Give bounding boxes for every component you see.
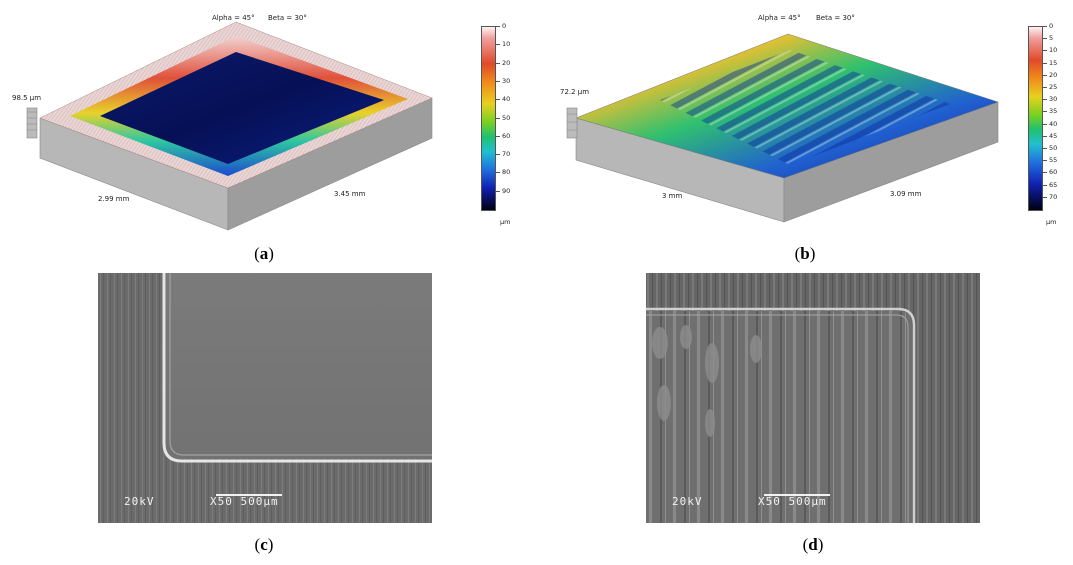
colorbar-tick-mark xyxy=(496,80,500,82)
colorbar-a-unit: µm xyxy=(500,218,511,226)
colorbar-tick-label: 0 xyxy=(1049,22,1054,30)
colorbar-tick-mark xyxy=(1043,184,1047,186)
caption-b: (b) xyxy=(794,244,816,263)
colorbar-tick-label: 90 xyxy=(502,186,511,195)
colorbar-tick-label: 55 xyxy=(1049,156,1058,165)
colorbar-tick-label: 70 xyxy=(502,150,511,159)
colorbar-tick-label: 35 xyxy=(1049,107,1058,116)
colorbar-tick-label: 20 xyxy=(502,58,511,67)
surface-plot-a xyxy=(26,21,433,231)
view-alpha-label: Alpha = 45° xyxy=(758,14,801,22)
panel-b-surface-profile: Alpha = 45° Beta = 30° 72.2 µm xyxy=(540,0,1073,240)
colorbar-tick-label: 70 xyxy=(1049,192,1058,201)
view-beta-label: Beta = 30° xyxy=(268,14,307,22)
colorbar-tick-mark xyxy=(1043,160,1047,162)
colorbar-tick-label: 50 xyxy=(502,113,511,122)
panel-a-surface-profile: Alpha = 45° Beta = 30° 98.5 µm xyxy=(0,0,530,240)
colorbar-tick-label: 40 xyxy=(1049,119,1058,128)
colorbar-tick-mark xyxy=(1043,172,1047,174)
x-dimension-label: 2.99 mm xyxy=(98,195,130,203)
sem-texture-c xyxy=(98,273,432,523)
colorbar-tick-mark xyxy=(1043,99,1047,101)
colorbar-tick-mark xyxy=(496,172,500,174)
colorbar-tick-mark xyxy=(1043,74,1047,76)
sem-magnification-scale-label: X50 500µm xyxy=(210,495,279,508)
height-scale-bar xyxy=(26,107,38,139)
colorbar-tick-mark xyxy=(496,190,500,192)
sem-texture-d xyxy=(646,273,980,523)
colorbar-tick-label: 50 xyxy=(1049,144,1058,152)
colorbar-tick-mark xyxy=(1043,148,1047,149)
colorbar-tick-mark xyxy=(496,62,500,64)
colorbar-tick-label: 0 xyxy=(502,22,507,30)
sem-voltage-label: 20kV xyxy=(672,495,703,508)
colorbar-tick-mark xyxy=(1043,111,1047,113)
colorbar-tick-label: 15 xyxy=(1049,58,1058,67)
colorbar-tick-label: 60 xyxy=(502,131,511,140)
colorbar-tick-label: 25 xyxy=(1049,83,1058,91)
colorbar-tick-mark xyxy=(1043,38,1047,40)
colorbar-tick-mark xyxy=(1043,87,1047,88)
colorbar-tick-mark xyxy=(1043,123,1047,125)
view-beta-label: Beta = 30° xyxy=(816,14,855,22)
caption-a: (a) xyxy=(254,244,274,263)
surface-plot-b xyxy=(566,33,999,223)
machined-region xyxy=(660,50,950,165)
panel-c-sem-image: 20kV X50 500µm xyxy=(98,273,432,523)
colorbar-b-unit: µm xyxy=(1046,218,1057,226)
colorbar-tick-mark xyxy=(496,99,500,101)
height-label: 98.5 µm xyxy=(12,94,42,102)
colorbar-a xyxy=(481,26,496,211)
view-alpha-label: Alpha = 45° xyxy=(212,14,255,22)
colorbar-tick-label: 65 xyxy=(1049,180,1058,189)
colorbar-tick-label: 40 xyxy=(502,95,511,104)
colorbar-tick-mark xyxy=(1043,26,1047,27)
colorbar-tick-label: 10 xyxy=(1049,46,1058,55)
caption-d: (d) xyxy=(802,535,824,554)
colorbar-b xyxy=(1028,26,1043,211)
caption-c: (c) xyxy=(254,535,274,554)
colorbar-tick-mark xyxy=(1043,135,1047,137)
colorbar-tick-mark xyxy=(496,154,500,156)
colorbar-tick-mark xyxy=(496,26,500,27)
colorbar-tick-label: 30 xyxy=(1049,95,1058,104)
colorbar-tick-label: 60 xyxy=(1049,168,1058,177)
x-dimension-label: 3 mm xyxy=(662,192,683,200)
y-dimension-label: 3.45 mm xyxy=(334,190,366,198)
colorbar-tick-label: 5 xyxy=(1049,34,1054,43)
colorbar-tick-label: 10 xyxy=(502,40,511,49)
colorbar-tick-label: 20 xyxy=(1049,70,1058,79)
height-label: 72.2 µm xyxy=(560,88,590,96)
pit-floor xyxy=(100,52,384,164)
colorbar-tick-label: 45 xyxy=(1049,131,1058,140)
panel-d-sem-image: 20kV X50 500µm xyxy=(646,273,980,523)
height-scale-bar xyxy=(566,107,578,139)
colorbar-tick-mark xyxy=(1043,196,1047,198)
colorbar-tick-label: 80 xyxy=(502,168,511,177)
colorbar-tick-label: 30 xyxy=(502,76,511,85)
y-dimension-label: 3.09 mm xyxy=(890,190,922,198)
sem-magnification-scale-label: X50 500µm xyxy=(758,495,827,508)
colorbar-tick-mark xyxy=(496,135,500,137)
sem-voltage-label: 20kV xyxy=(124,495,155,508)
colorbar-tick-mark xyxy=(496,117,500,119)
colorbar-tick-mark xyxy=(1043,50,1047,52)
colorbar-tick-mark xyxy=(1043,62,1047,64)
colorbar-tick-mark xyxy=(496,44,500,46)
